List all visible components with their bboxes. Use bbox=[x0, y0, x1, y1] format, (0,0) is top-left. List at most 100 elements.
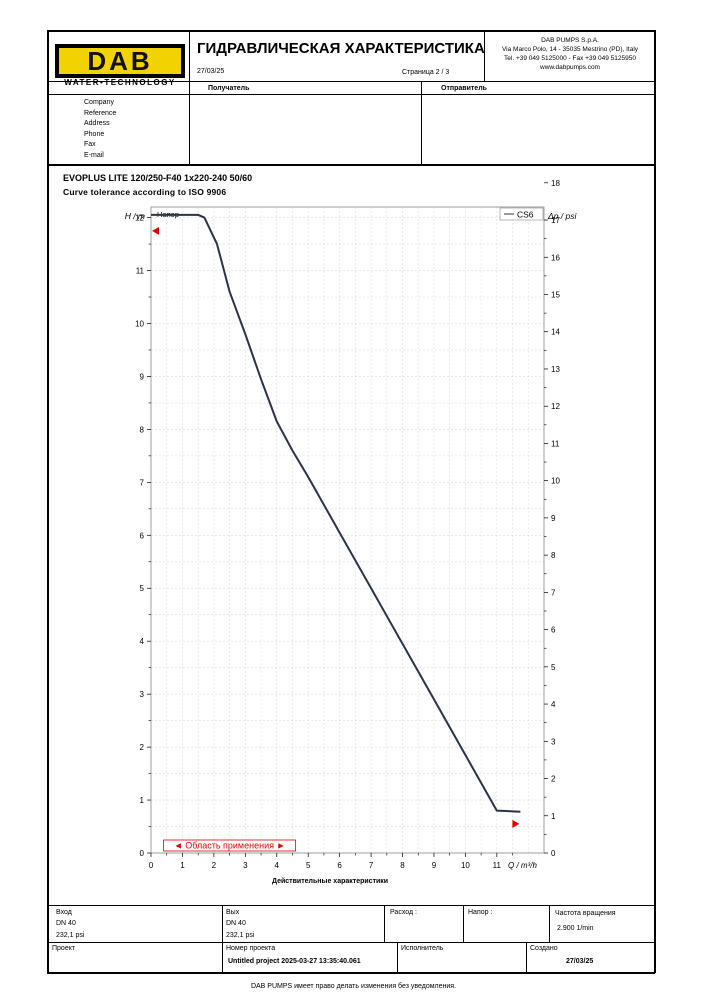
product-model: EVOPLUS LITE 120/250-F40 1x220-240 50/60 bbox=[63, 173, 253, 183]
created-value: 27/03/25 bbox=[566, 958, 594, 965]
field-fax: Fax bbox=[84, 141, 96, 148]
left-limit-marker bbox=[152, 226, 159, 235]
divider-recipient bbox=[421, 81, 422, 165]
divider-f4 bbox=[549, 905, 550, 942]
plot-frame bbox=[150, 206, 545, 854]
inlet-psi: 232,1 psi bbox=[56, 932, 85, 939]
speed-label: Частота вращения bbox=[555, 910, 616, 917]
y-tick-label: 0 bbox=[140, 849, 145, 858]
y-tick-label: 11 bbox=[136, 267, 145, 276]
divider-footer-top bbox=[47, 905, 655, 906]
y2-tick-label: 12 bbox=[551, 402, 560, 411]
y2-tick-label: 0 bbox=[551, 849, 556, 858]
y2-tick-label: 18 bbox=[551, 179, 560, 188]
y2-tick-label: 3 bbox=[551, 737, 556, 746]
application-range-box bbox=[163, 839, 297, 852]
contact-fields: Company Reference Address Phone Fax E-ma… bbox=[84, 98, 116, 161]
x-tick-label: 5 bbox=[306, 861, 311, 870]
y2-tick-label: 1 bbox=[551, 812, 556, 821]
frame-top bbox=[47, 30, 655, 32]
y-tick-label: 12 bbox=[135, 214, 144, 223]
y2-tick-label: 6 bbox=[551, 626, 556, 635]
x-tick-label: 10 bbox=[461, 861, 470, 870]
outlet-label: Вых bbox=[226, 909, 240, 916]
y-tick-label: 9 bbox=[140, 372, 145, 381]
y2-axis-label: Δp / psi bbox=[547, 211, 577, 221]
y2-tick-label: 9 bbox=[551, 514, 556, 523]
logo-subtext: WATER•TECHNOLOGY bbox=[64, 78, 176, 87]
dab-logo-text: DAB bbox=[59, 46, 181, 76]
x-tick-label: 9 bbox=[432, 861, 437, 870]
divider-company bbox=[484, 30, 485, 81]
divider-f1 bbox=[222, 905, 223, 972]
y2-tick-label: 16 bbox=[551, 253, 560, 262]
field-company: Company bbox=[84, 99, 114, 106]
x-axis-label: Q / m³/h bbox=[508, 861, 537, 870]
company-line: www.dabpumps.com bbox=[540, 64, 600, 71]
flow-label: Расход : bbox=[390, 909, 417, 916]
y-axis-label: H / m bbox=[125, 211, 145, 221]
project-number-label: Номер проекта bbox=[226, 945, 276, 952]
y2-tick-label: 2 bbox=[551, 775, 556, 784]
y-tick-label: 2 bbox=[140, 743, 145, 752]
executor-label: Исполнитель bbox=[401, 945, 444, 952]
y2-tick-label: 4 bbox=[551, 700, 556, 709]
y2-tick-label: 8 bbox=[551, 551, 556, 560]
y-tick-label: 4 bbox=[140, 637, 145, 646]
page-number: Страница 2 / 3 bbox=[402, 69, 450, 76]
head-label: Напор : bbox=[468, 909, 493, 916]
frame-left bbox=[47, 30, 49, 973]
field-address: Address bbox=[84, 120, 110, 127]
y-tick-label: 3 bbox=[140, 690, 145, 699]
company-line: Via Marco Polo, 14 - 35035 Mestrino (PD)… bbox=[501, 46, 639, 53]
divider-f2 bbox=[384, 905, 385, 942]
project-number-value: Untitled project 2025-03-27 13:35:40.061 bbox=[228, 958, 361, 965]
x-tick-label: 3 bbox=[243, 861, 248, 870]
y-tick-label: 8 bbox=[140, 425, 145, 434]
company-line: DAB PUMPS S.p.A. bbox=[541, 37, 599, 44]
disclaimer: DAB PUMPS имеет право делать изменения б… bbox=[250, 983, 457, 990]
curve-tolerance: Curve tolerance according to ISO 9906 bbox=[63, 187, 227, 197]
y2-tick-label: 14 bbox=[551, 328, 560, 337]
y-tick-label: 1 bbox=[140, 796, 145, 805]
x-tick-label: 11 bbox=[493, 861, 502, 870]
x-tick-label: 6 bbox=[337, 861, 342, 870]
divider-footer-mid bbox=[47, 942, 655, 943]
y-tick-label: 5 bbox=[140, 584, 145, 593]
y2-tick-label: 7 bbox=[551, 588, 556, 597]
x-tick-label: 2 bbox=[212, 861, 217, 870]
y-tick-label: 7 bbox=[140, 478, 145, 487]
application-range-label: ◄ Область применения ► bbox=[174, 841, 286, 851]
x-axis-bottom-label: Действительные характеристики bbox=[272, 878, 389, 885]
page-title: ГИДРАВЛИЧЕСКАЯ ХАРАКТЕРИСТИКА bbox=[197, 40, 485, 57]
y-tick-label: 6 bbox=[140, 531, 145, 540]
outlet-dn: DN 40 bbox=[226, 920, 246, 927]
divider-header-bottom bbox=[47, 81, 655, 82]
y2-tick-label: 5 bbox=[551, 663, 556, 672]
dab-logo: DAB bbox=[55, 44, 185, 78]
divider-contact-bottom bbox=[47, 164, 655, 166]
recipient-header: Получатель bbox=[208, 85, 250, 92]
y2-tick-label: 13 bbox=[551, 365, 560, 374]
right-limit-marker bbox=[512, 819, 520, 828]
y2-tick-label: 10 bbox=[551, 477, 560, 486]
divider-header-row bbox=[47, 94, 655, 95]
divider-f5 bbox=[397, 942, 398, 972]
inlet-label: Вход bbox=[56, 909, 72, 916]
legend-box bbox=[499, 207, 544, 221]
divider-f6 bbox=[526, 942, 527, 972]
sender-header: Отправитель bbox=[441, 85, 487, 92]
frame-bottom bbox=[47, 972, 655, 974]
company-info: DAB PUMPS S.p.A. Via Marco Polo, 14 - 35… bbox=[486, 36, 654, 72]
field-phone: Phone bbox=[84, 130, 105, 138]
x-tick-label: 0 bbox=[149, 861, 154, 870]
x-tick-label: 4 bbox=[275, 861, 280, 870]
y2-tick-label: 11 bbox=[551, 439, 560, 448]
divider-logo bbox=[189, 30, 190, 165]
x-tick-label: 7 bbox=[369, 861, 374, 870]
legend-label: CS6 bbox=[517, 210, 534, 220]
frame-right bbox=[654, 30, 656, 973]
speed-value: 2.900 1/min bbox=[557, 925, 594, 932]
project-label: Проект bbox=[52, 945, 76, 952]
